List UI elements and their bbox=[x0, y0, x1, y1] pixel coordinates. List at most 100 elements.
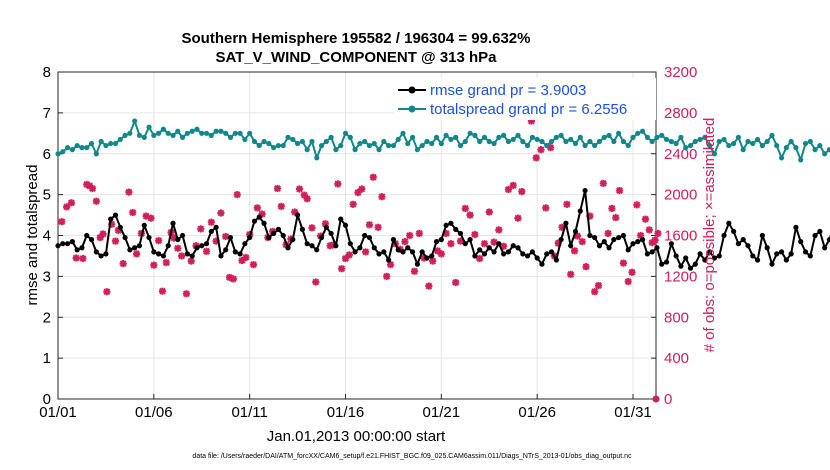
rmse-point bbox=[798, 239, 804, 245]
totalspread-point bbox=[673, 140, 679, 147]
obs-point bbox=[633, 201, 641, 209]
rmse-point bbox=[405, 245, 411, 251]
obs-point bbox=[99, 230, 107, 238]
totalspread-point bbox=[702, 134, 708, 140]
y-tick-left-label: 8 bbox=[43, 64, 51, 81]
right-axis-zero-dot bbox=[652, 395, 660, 403]
rmse-point bbox=[548, 249, 555, 255]
rmse-point bbox=[266, 234, 272, 241]
rmse-point bbox=[170, 220, 176, 226]
obs-point-stroke bbox=[616, 187, 623, 194]
rmse-point bbox=[802, 249, 809, 255]
rmse-point bbox=[285, 245, 291, 251]
obs-point bbox=[471, 230, 479, 239]
obs-point-stroke bbox=[471, 231, 479, 238]
rmse-point bbox=[414, 261, 420, 267]
x-tick-label: 01/06 bbox=[135, 404, 173, 421]
rmse-point bbox=[151, 249, 157, 255]
totalspread-point bbox=[577, 134, 583, 140]
totalspread-point bbox=[515, 132, 521, 138]
x-axis: 01/01 01/06 01/11 01/16 01/21 01/26 01/31 bbox=[39, 394, 652, 421]
y-axis-left: 0 1 2 3 4 5 6 7 8 bbox=[43, 64, 63, 408]
totalspread-point bbox=[314, 155, 320, 161]
rmse-point bbox=[486, 245, 492, 251]
rmse-point bbox=[740, 236, 746, 243]
totalspread-point bbox=[505, 138, 512, 145]
totalspread-point bbox=[486, 138, 492, 145]
totalspread-point bbox=[798, 157, 804, 163]
obs-point-stroke bbox=[203, 247, 210, 255]
rmse-point bbox=[251, 218, 258, 224]
obs-point bbox=[182, 290, 191, 298]
y-tick-right-label: 2800 bbox=[664, 105, 697, 122]
legend-rmse-label: rmse grand pr = 3.9003 bbox=[430, 82, 586, 99]
obs-point-stroke bbox=[250, 261, 257, 269]
totalspread-point bbox=[103, 142, 109, 149]
totalspread-point bbox=[395, 136, 401, 143]
obs-point bbox=[362, 248, 370, 256]
totalspread-point bbox=[409, 134, 416, 140]
obs-point-stroke bbox=[518, 188, 526, 195]
series-totalspread bbox=[55, 118, 830, 163]
obs-point bbox=[295, 185, 304, 193]
rmse-point bbox=[280, 232, 286, 239]
totalspread-point bbox=[414, 147, 420, 153]
totalspread-point bbox=[496, 134, 502, 140]
totalspread-point bbox=[726, 142, 732, 149]
rmse-point bbox=[477, 247, 483, 253]
obs-point-stroke bbox=[112, 237, 119, 245]
totalspread-point bbox=[256, 142, 262, 149]
totalspread-point bbox=[362, 138, 368, 145]
y-tick-right-label: 800 bbox=[664, 309, 689, 326]
totalspread-point bbox=[711, 151, 718, 157]
rmse-point bbox=[400, 249, 406, 255]
obs-point bbox=[415, 229, 423, 238]
totalspread-point bbox=[822, 151, 828, 157]
obs-point-stroke bbox=[142, 212, 150, 220]
rmse-point bbox=[357, 245, 363, 251]
obs-point bbox=[162, 258, 170, 267]
totalspread-point bbox=[539, 138, 545, 145]
totalspread-point bbox=[347, 134, 353, 140]
obs-point-stroke bbox=[72, 254, 80, 262]
rmse-point bbox=[242, 241, 248, 247]
totalspread-point bbox=[390, 142, 397, 149]
totalspread-point bbox=[237, 130, 243, 136]
totalspread-point bbox=[333, 147, 339, 153]
obs-point bbox=[174, 244, 182, 252]
rmse-point bbox=[582, 187, 588, 194]
rmse-point bbox=[711, 255, 718, 261]
rmse-point bbox=[606, 245, 612, 251]
rmse-point bbox=[731, 228, 737, 235]
rmse-point bbox=[683, 255, 689, 261]
gridlines bbox=[58, 72, 656, 399]
rmse-point bbox=[184, 251, 190, 257]
obs-point-stroke bbox=[437, 250, 445, 258]
obs-point bbox=[570, 247, 579, 255]
obs-point-stroke bbox=[415, 230, 423, 237]
obs-point-stroke bbox=[366, 221, 373, 229]
obs-point-stroke bbox=[274, 185, 281, 192]
rmse-point bbox=[93, 249, 99, 255]
rmse-point bbox=[534, 255, 540, 261]
obs-point bbox=[233, 191, 241, 199]
totalspread-point bbox=[601, 134, 607, 140]
totalspread-point bbox=[366, 142, 373, 149]
rmse-point bbox=[788, 251, 794, 257]
rmse-point bbox=[625, 247, 631, 253]
obs-point bbox=[567, 270, 575, 278]
totalspread-point bbox=[64, 145, 71, 151]
rmse-point bbox=[333, 243, 339, 249]
rmse-point bbox=[98, 253, 104, 259]
obs-point bbox=[369, 173, 377, 181]
x-tick-label: 01/26 bbox=[518, 404, 556, 421]
rmse-point bbox=[539, 261, 545, 267]
totalspread-point bbox=[659, 132, 665, 138]
obs-point-stroke bbox=[542, 204, 550, 212]
rmse-point bbox=[290, 236, 296, 243]
obs-point-stroke bbox=[447, 240, 455, 248]
rmse-point bbox=[654, 245, 660, 251]
rmse-point bbox=[55, 243, 61, 249]
totalspread-point bbox=[400, 130, 406, 136]
